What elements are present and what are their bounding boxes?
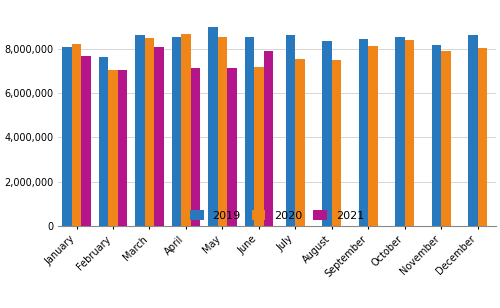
Bar: [478, 48, 487, 226]
Bar: [108, 70, 118, 226]
Bar: [332, 60, 341, 226]
Bar: [432, 45, 441, 226]
Bar: [218, 38, 227, 226]
Bar: [154, 47, 164, 226]
Bar: [72, 44, 81, 226]
Legend: 2019, 2020, 2021: 2019, 2020, 2021: [186, 206, 368, 225]
Bar: [404, 40, 414, 226]
Bar: [441, 51, 450, 226]
Bar: [227, 68, 236, 226]
Bar: [144, 38, 154, 226]
Bar: [135, 35, 144, 226]
Bar: [244, 38, 254, 226]
Bar: [62, 47, 72, 226]
Bar: [286, 35, 296, 226]
Bar: [322, 42, 332, 226]
Bar: [368, 47, 378, 226]
Bar: [181, 34, 190, 226]
Bar: [190, 68, 200, 226]
Bar: [296, 59, 305, 226]
Bar: [395, 38, 404, 226]
Bar: [99, 58, 108, 226]
Bar: [468, 35, 477, 226]
Bar: [208, 27, 218, 226]
Bar: [264, 51, 273, 226]
Bar: [172, 38, 181, 226]
Bar: [81, 56, 90, 226]
Bar: [254, 67, 264, 226]
Bar: [358, 39, 368, 226]
Bar: [118, 70, 127, 226]
